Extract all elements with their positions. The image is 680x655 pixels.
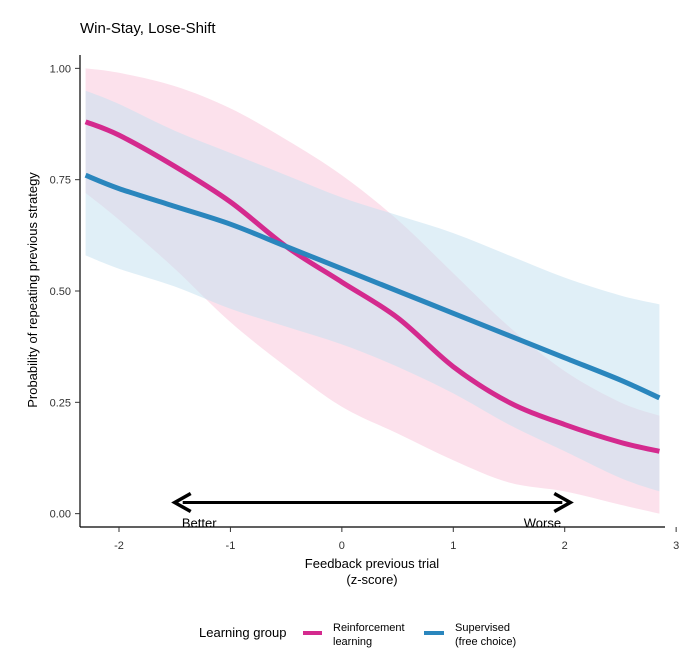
legend-title: Learning group [199,625,286,640]
axis-ticks: -2 -1 0 1 2 3 0.00 0.25 0.50 0.75 1.00 [50,63,680,552]
x-tick-label: 3 [673,540,679,552]
annotation-arrowhead-left [171,491,192,514]
legend-label-reinforcement-line2: learning [333,636,372,648]
x-axis-label-line1: Feedback previous trial [305,556,440,571]
series-line-supervised [84,172,661,401]
annotation-arrowhead-right [553,491,574,514]
legend-label-reinforcement-line1: Reinforcement [333,622,405,634]
x-tick-label: 1 [450,540,456,552]
annotation-label-worse: Worse [524,516,561,531]
plot-area: Better Worse [84,68,661,531]
x-tick-label: 0 [339,540,345,552]
series-line-reinforcement [84,119,660,454]
y-tick-label: 0.50 [50,286,71,298]
x-axis-label-line2: (z-score) [346,572,397,587]
legend: Learning group Reinforcement learning Su… [199,622,516,648]
y-tick-label: 1.00 [50,63,71,75]
x-tick-label: -1 [226,540,236,552]
legend-label-supervised-line2: (free choice) [455,636,516,648]
y-tick-label: 0.25 [50,397,71,409]
chart-title: Win-Stay, Lose-Shift [80,20,216,37]
x-tick-label: 2 [562,540,568,552]
y-axis-label: Probability of repeating previous strate… [25,172,40,408]
annotation-label-better: Better [182,516,217,531]
y-tick-label: 0.00 [50,509,71,521]
x-tick-label: -2 [114,540,124,552]
confidence-band-supervised [85,90,660,492]
y-tick-label: 0.75 [50,175,71,187]
legend-label-supervised-line1: Supervised [455,622,510,634]
